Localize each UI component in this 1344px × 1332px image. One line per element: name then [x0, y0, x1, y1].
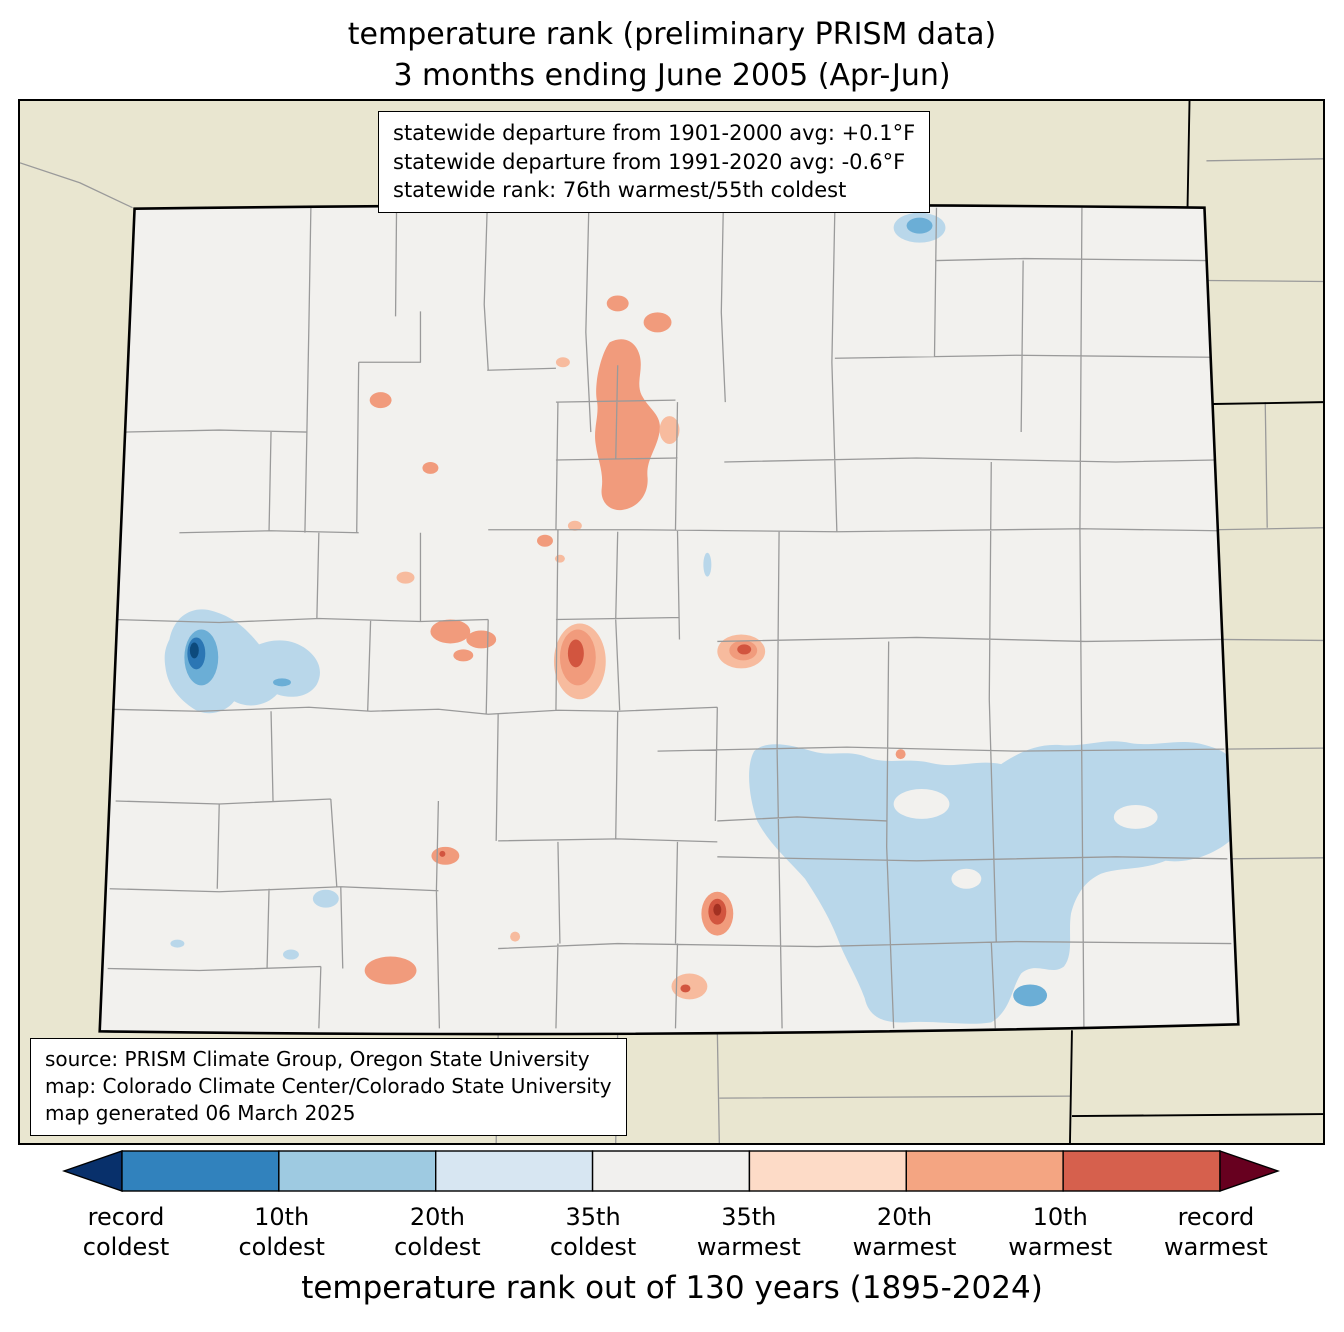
colorbar-arrow-right — [1219, 1150, 1281, 1192]
stats-line-2: statewide departure from 1991-2020 avg: … — [393, 149, 906, 174]
colorbar-segment — [905, 1150, 1064, 1192]
colorbar-arrow-left — [61, 1150, 123, 1192]
colorbar-label: record coldest — [82, 1203, 170, 1261]
map-frame — [18, 99, 1325, 1145]
cold-anomaly-blobs — [164, 212, 1233, 1024]
colorbar-segment — [748, 1150, 907, 1192]
stats-line-1: statewide departure from 1901-2000 avg: … — [393, 121, 916, 145]
warm-anomaly-blobs — [364, 295, 906, 1000]
colorbar-label: 10th warmest — [1008, 1203, 1113, 1261]
title-line-1: temperature rank (preliminary PRISM data… — [347, 17, 997, 52]
colorbar-label: 35th warmest — [696, 1203, 801, 1261]
colorbar — [61, 1150, 1281, 1192]
colorbar-segment — [1062, 1150, 1221, 1192]
colorbar-label: 20th coldest — [394, 1203, 481, 1261]
stats-line-3: statewide rank: 76th warmest/55th coldes… — [393, 178, 847, 203]
colorado-map — [20, 101, 1323, 1143]
neighbor-state-borders — [1069, 101, 1323, 1143]
colorbar-wrap — [61, 1148, 1281, 1194]
colorbar-label: 10th coldest — [238, 1203, 325, 1261]
title-line-2: 3 months ending June 2005 (Apr-Jun) — [393, 58, 951, 94]
colorbar-label: record warmest — [1164, 1203, 1268, 1261]
colorbar-label: 20th warmest — [852, 1203, 957, 1261]
source-line-1: source: PRISM Climate Group, Oregon Stat… — [45, 1047, 590, 1071]
source-box: source: PRISM Climate Group, Oregon Stat… — [30, 1038, 627, 1136]
county-lines — [107, 207, 1232, 1029]
source-line-2: map: Colorado Climate Center/Colorado St… — [45, 1074, 612, 1099]
page-title: temperature rank (preliminary PRISM data… — [0, 14, 1344, 97]
colorbar-segment — [278, 1150, 437, 1192]
colorbar-segment — [121, 1150, 280, 1192]
colorbar-axis-label: temperature rank out of 130 years (1895-… — [301, 1270, 1043, 1306]
colorbar-labels: record coldest 10th coldest 20th coldest 35th c… — [50, 1202, 1292, 1262]
colorbar-segment — [435, 1150, 594, 1192]
colorbar-label: 35th coldest — [549, 1203, 637, 1261]
source-line-3: map generated 06 March 2025 — [45, 1101, 356, 1126]
stats-box: statewide departure from 1901-2000 avg: … — [378, 111, 931, 213]
colorbar-segment — [591, 1150, 751, 1192]
